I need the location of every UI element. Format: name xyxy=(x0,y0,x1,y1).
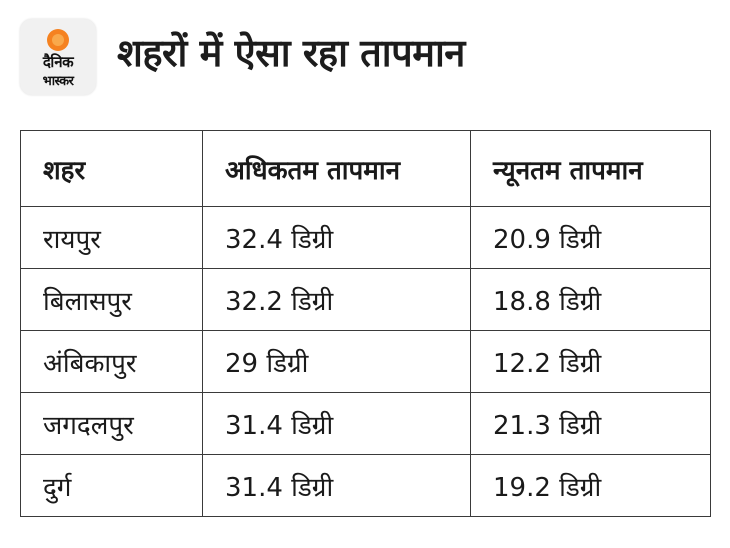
sun-logo-icon xyxy=(47,29,69,51)
city-cell: दुर्ग xyxy=(20,454,203,517)
min-temp-cell: 19.2 डिग्री xyxy=(470,454,711,517)
max-temp-cell: 32.2 डिग्री xyxy=(202,268,471,331)
max-temp-cell: 29 डिग्री xyxy=(202,330,471,393)
max-temp-cell: 32.4 डिग्री xyxy=(202,206,471,269)
logo-text-line2: भास्कर xyxy=(42,74,74,89)
min-temp-cell: 12.2 डिग्री xyxy=(470,330,711,393)
min-temp-cell: 20.9 डिग्री xyxy=(470,206,711,269)
table-row: अंबिकापुर 29 डिग्री 12.2 डिग्री xyxy=(20,330,711,393)
max-temp-cell: 31.4 डिग्री xyxy=(202,454,471,517)
logo-text-line1: दैनिक xyxy=(42,53,74,71)
table-header-row: शहर अधिकतम तापमान न्यूनतम तापमान xyxy=(20,130,711,207)
table-row: दुर्ग 31.4 डिग्री 19.2 डिग्री xyxy=(20,454,711,517)
city-cell: रायपुर xyxy=(20,206,203,269)
table-row: बिलासपुर 32.2 डिग्री 18.8 डिग्री xyxy=(20,268,711,331)
header-max-temp: अधिकतम तापमान xyxy=(202,130,471,207)
table-row: रायपुर 32.4 डिग्री 20.9 डिग्री xyxy=(20,206,711,269)
max-temp-cell: 31.4 डिग्री xyxy=(202,392,471,455)
page-title: शहरों में ऐसा रहा तापमान xyxy=(117,31,465,75)
header-min-temp: न्यूनतम तापमान xyxy=(470,130,711,207)
table-row: जगदलपुर 31.4 डिग्री 21.3 डिग्री xyxy=(20,392,711,455)
min-temp-cell: 21.3 डिग्री xyxy=(470,392,711,455)
city-cell: जगदलपुर xyxy=(20,392,203,455)
dainik-bhaskar-logo: दैनिक भास्कर xyxy=(20,19,96,95)
city-cell: अंबिकापुर xyxy=(20,330,203,393)
temperature-table: शहर अधिकतम तापमान न्यूनतम तापमान रायपुर … xyxy=(20,130,711,517)
header-city: शहर xyxy=(20,130,203,207)
city-cell: बिलासपुर xyxy=(20,268,203,331)
min-temp-cell: 18.8 डिग्री xyxy=(470,268,711,331)
